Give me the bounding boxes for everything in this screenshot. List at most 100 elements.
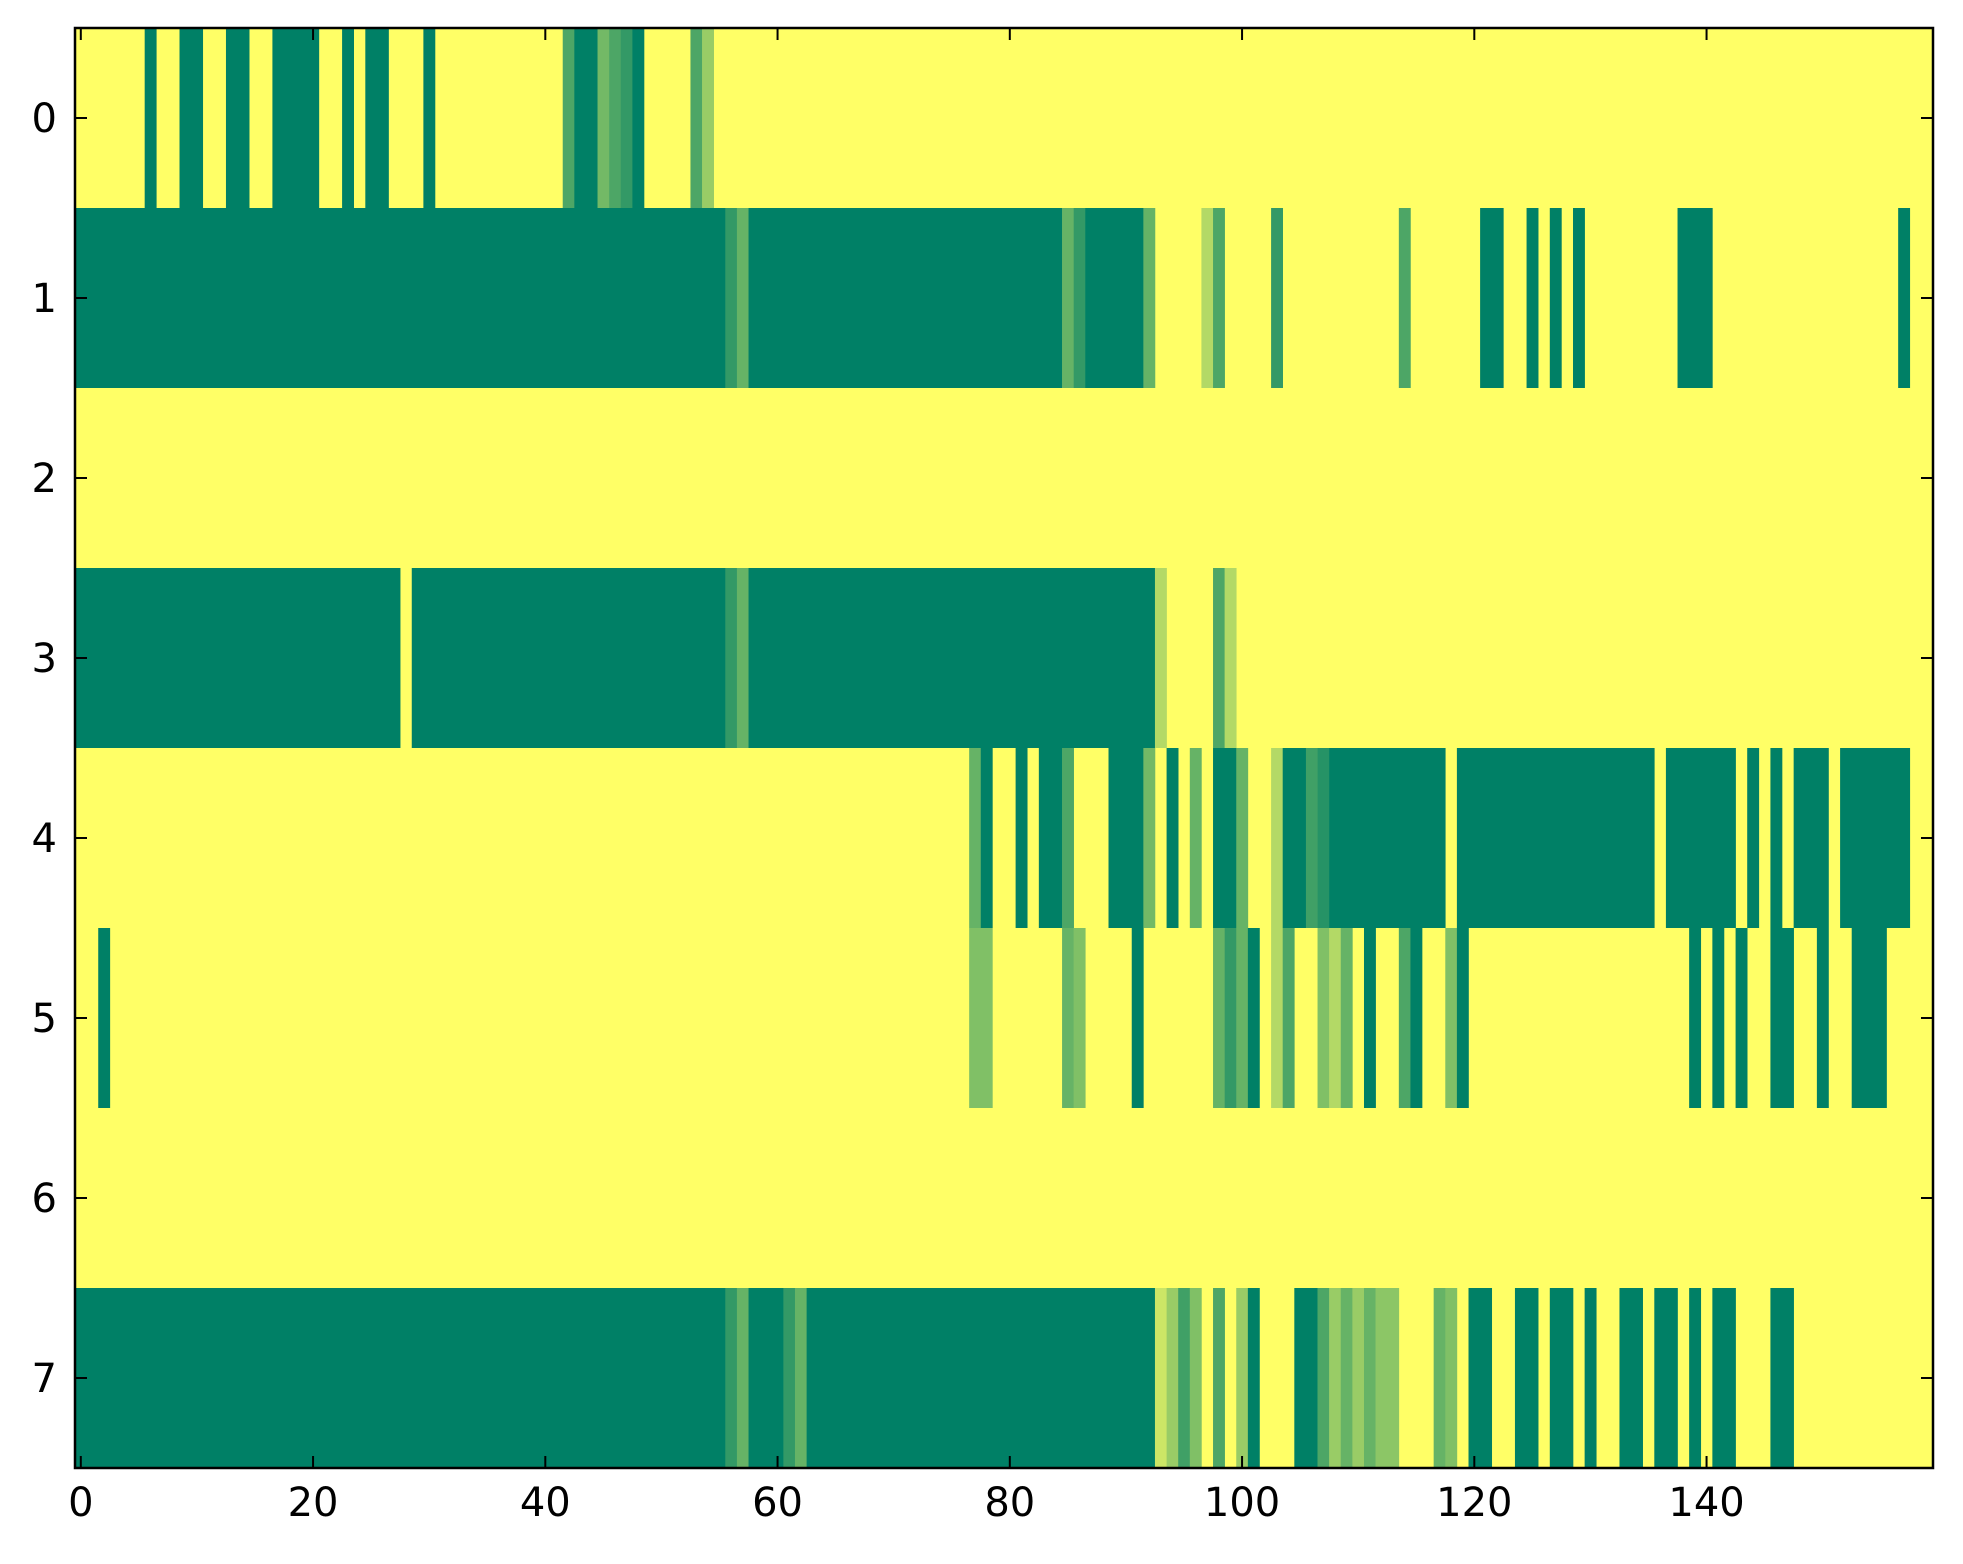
heatmap-cell — [1445, 1288, 1458, 1468]
y-tick-label: 2 — [32, 456, 57, 502]
heatmap-cell — [1689, 928, 1702, 1108]
heatmap-cell — [1735, 928, 1748, 1108]
heatmap-cell — [75, 1288, 726, 1468]
heatmap-cell — [1317, 1288, 1330, 1468]
x-tick-label: 60 — [752, 1480, 803, 1526]
heatmap-cell — [736, 1288, 749, 1468]
heatmap-cell — [748, 1288, 784, 1468]
x-tick-label: 140 — [1668, 1480, 1744, 1526]
heatmap-cell — [1363, 928, 1376, 1108]
heatmap-cell — [1689, 1288, 1702, 1468]
heatmap-cell — [1154, 1288, 1167, 1468]
axis-ticks — [75, 28, 1933, 1468]
heatmap-cell — [783, 1288, 796, 1468]
heatmap-cell — [1398, 928, 1411, 1108]
heatmap-cell — [1213, 748, 1237, 928]
heatmap-cells — [75, 28, 1911, 1468]
heatmap-cell — [1189, 1288, 1202, 1468]
heatmap-cell — [597, 28, 610, 208]
heatmap-cell — [1770, 1288, 1794, 1468]
heatmap-cell — [562, 28, 575, 208]
heatmap-cell — [1166, 1288, 1179, 1468]
y-tick-label: 7 — [32, 1356, 57, 1402]
heatmap-cell — [1840, 748, 1911, 928]
heatmap-cell — [1189, 748, 1202, 928]
heatmap-cell — [1747, 748, 1760, 928]
heatmap-cell — [1143, 208, 1156, 388]
heatmap-cell — [1247, 928, 1260, 1108]
heatmap-cell — [1154, 568, 1167, 748]
heatmap-cell — [1213, 1288, 1225, 1468]
heatmap-cell — [1329, 1288, 1342, 1468]
heatmap-cell — [423, 28, 436, 208]
heatmap-cell — [1213, 928, 1225, 1108]
heatmap-cell — [1178, 1288, 1191, 1468]
heatmap-cell — [1770, 928, 1794, 1108]
heatmap-cell — [1398, 208, 1411, 388]
heatmap-cell — [736, 568, 749, 748]
heatmap-cell — [725, 208, 738, 388]
heatmap-cell — [725, 568, 738, 748]
y-tick-label: 5 — [32, 996, 57, 1042]
heatmap-cell — [1526, 208, 1539, 388]
heatmap-cell — [1062, 748, 1074, 928]
heatmap-cell — [1468, 1288, 1493, 1468]
heatmap-cell — [1282, 928, 1295, 1108]
heatmap-cell — [1549, 1288, 1574, 1468]
heatmap-cell — [1085, 208, 1144, 388]
heatmap-cell — [1712, 928, 1725, 1108]
y-tick-label: 1 — [32, 276, 57, 322]
heatmap-cell — [179, 28, 204, 208]
heatmap-cell — [1166, 748, 1179, 928]
heatmap-cell — [1305, 748, 1318, 928]
heatmap-cell — [1213, 208, 1225, 388]
x-tick-label: 80 — [984, 1480, 1035, 1526]
heatmap-cell — [1271, 748, 1283, 928]
heatmap-cell — [1363, 1288, 1376, 1468]
heatmap-cell — [690, 28, 703, 208]
heatmap-cell — [725, 1288, 738, 1468]
heatmap-cell — [1062, 928, 1074, 1108]
heatmap-cell — [969, 928, 993, 1108]
heatmap-cell — [1236, 748, 1249, 928]
x-tick-label: 40 — [520, 1480, 571, 1526]
heatmap-cell — [1201, 208, 1214, 388]
heatmap-cell — [1038, 748, 1063, 928]
heatmap-cell — [1573, 208, 1585, 388]
heatmap-cell — [365, 28, 389, 208]
heatmap-cell — [1329, 928, 1342, 1108]
y-tick-label: 6 — [32, 1176, 57, 1222]
heatmap-cell — [574, 28, 598, 208]
heatmap-cell — [1352, 1288, 1365, 1468]
heatmap-cell — [75, 208, 726, 388]
y-tick-label: 3 — [32, 636, 57, 682]
heatmap-cell — [75, 568, 401, 748]
heatmap-cell — [1294, 1288, 1318, 1468]
heatmap-cell — [702, 28, 714, 208]
heatmap-cell — [1514, 1288, 1539, 1468]
heatmap-cell — [1375, 1288, 1400, 1468]
heatmap-cell — [1456, 928, 1469, 1108]
heatmap-cell — [1271, 208, 1283, 388]
heatmap-cell — [806, 1288, 1156, 1468]
heatmap-cell — [1898, 208, 1911, 388]
heatmap-cell — [1317, 928, 1330, 1108]
heatmap-cell — [1131, 928, 1144, 1108]
heatmap-cell — [1073, 928, 1086, 1108]
heatmap-cell — [1712, 1288, 1736, 1468]
heatmap-cell — [1665, 748, 1736, 928]
heatmap-cell — [1062, 208, 1074, 388]
heatmap-cell — [1236, 928, 1249, 1108]
heatmap-cell — [748, 208, 1063, 388]
heatmap-cell — [1410, 928, 1423, 1108]
heatmap-cell — [1247, 1288, 1260, 1468]
heatmap-cell — [736, 208, 749, 388]
heatmap-cell — [1770, 748, 1783, 928]
heatmap-cell — [609, 28, 622, 208]
heatmap-cell — [1340, 928, 1353, 1108]
heatmap-cell — [1851, 928, 1887, 1108]
heatmap-cell — [1677, 208, 1713, 388]
heatmap-cell — [1236, 1288, 1249, 1468]
